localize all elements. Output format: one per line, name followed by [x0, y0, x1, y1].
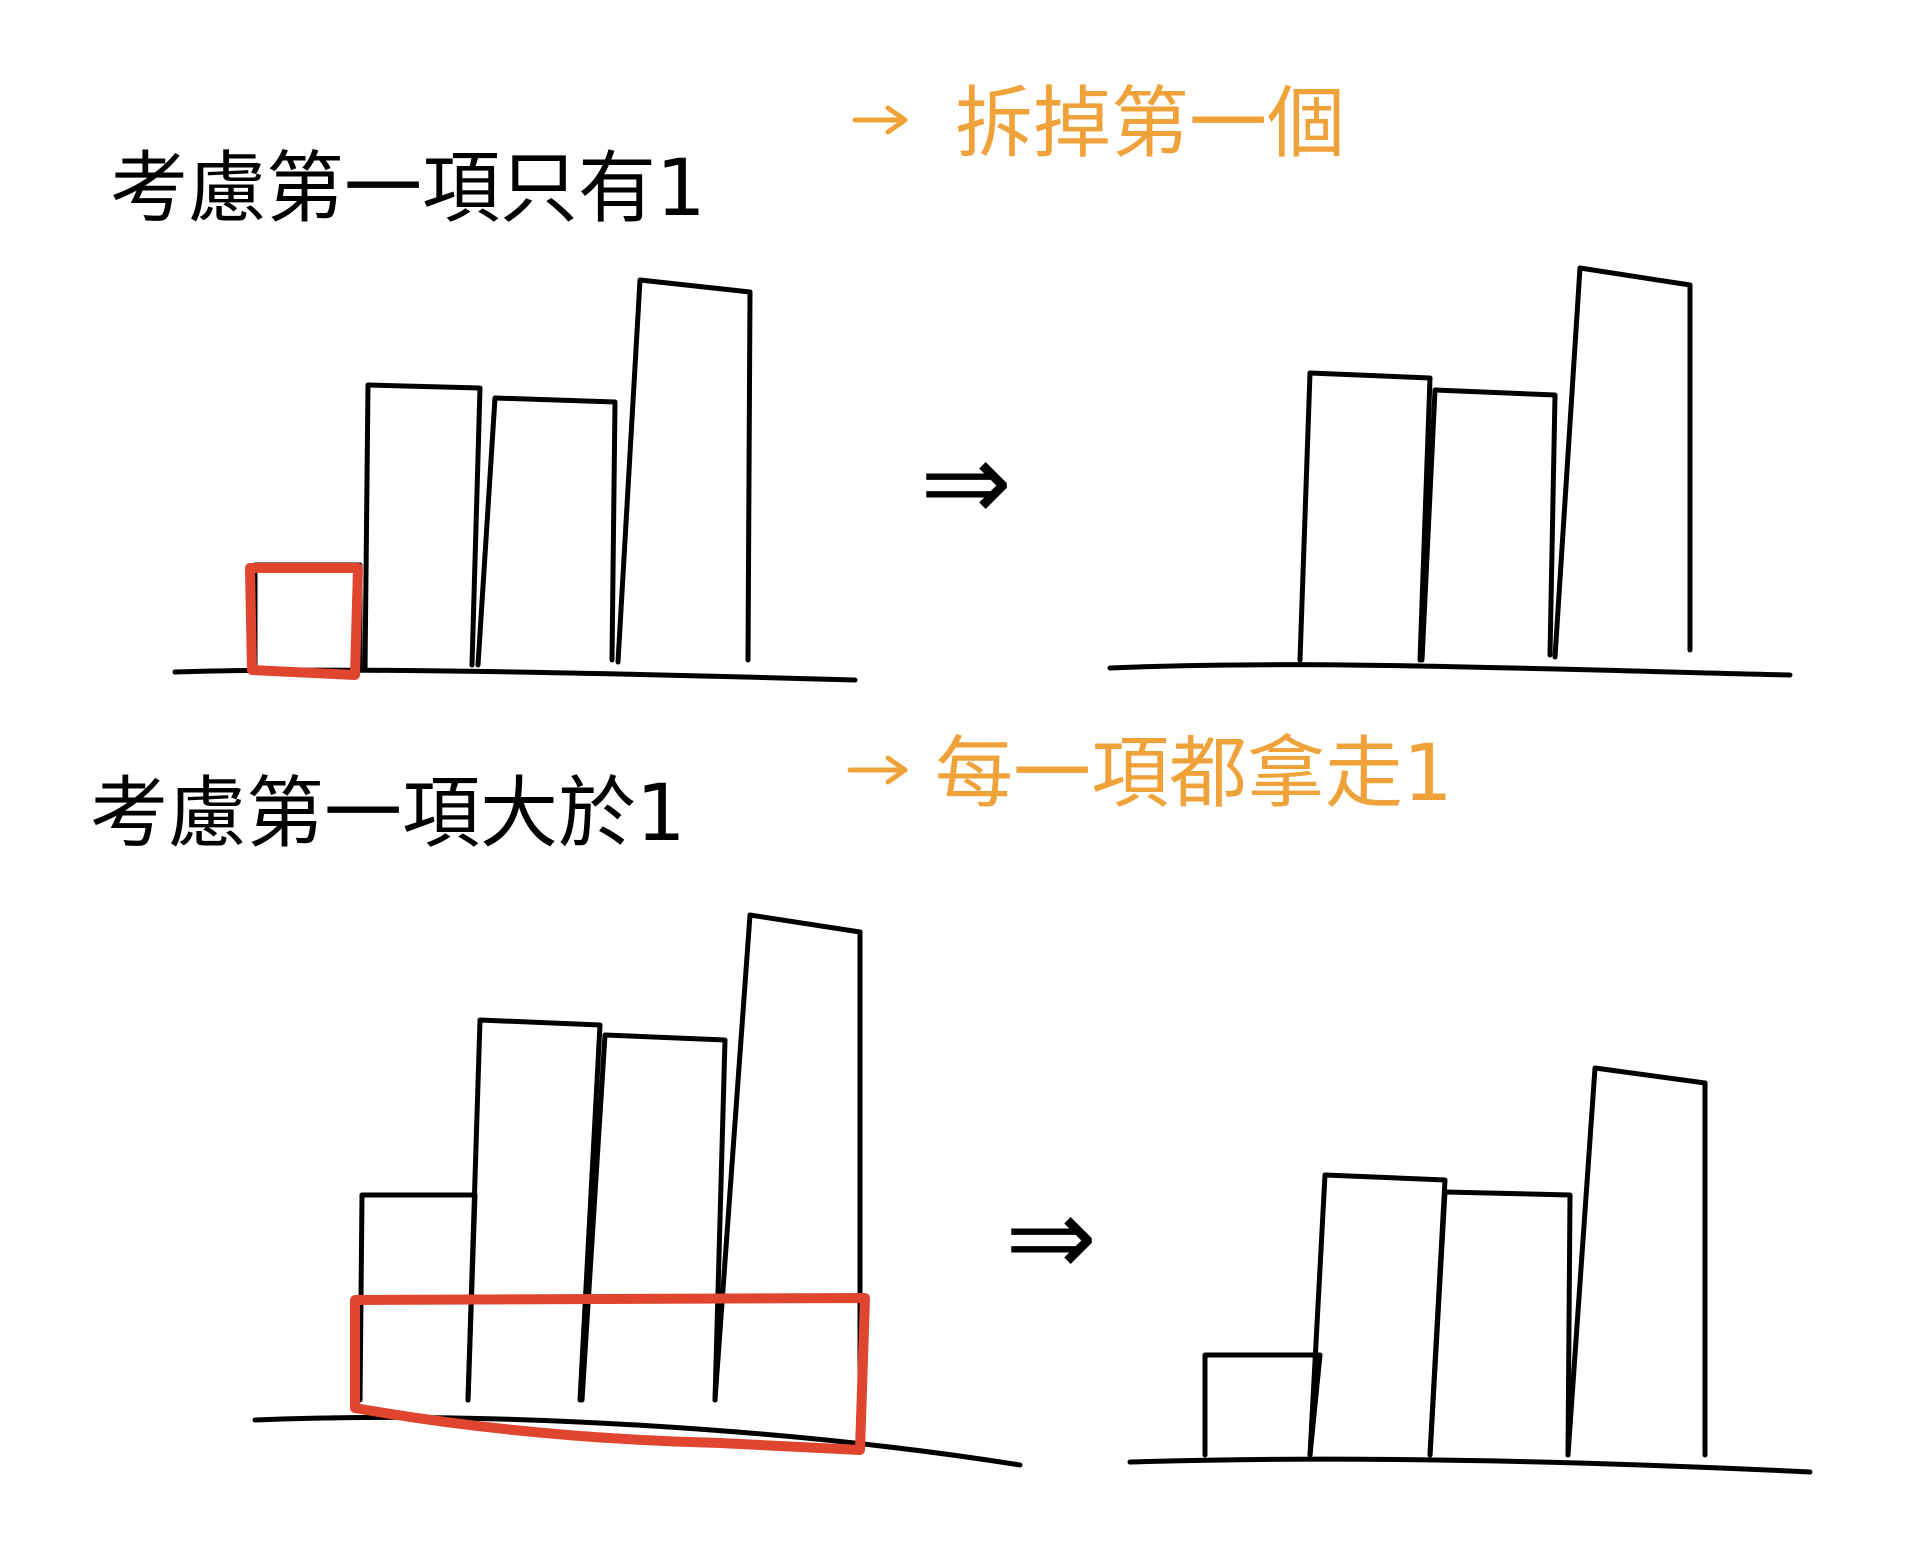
bar [252, 562, 363, 673]
section2-action-text: 每一項都拿走1 [935, 729, 1453, 819]
bar [1307, 1172, 1448, 1458]
bar [1427, 1189, 1573, 1458]
section1-condition-text: 考慮第一項只有1 [110, 144, 706, 234]
bar [475, 395, 618, 668]
bar [615, 277, 753, 665]
bar [1202, 1352, 1323, 1458]
bar [1419, 387, 1558, 663]
bar [1297, 370, 1433, 663]
section2-condition-text: 考慮第一項大於1 [90, 769, 686, 859]
implies-arrow-icon: ⇒ [1005, 1173, 1097, 1301]
ground-line [172, 667, 858, 683]
ground-line [1127, 1456, 1813, 1475]
bar [1552, 265, 1693, 660]
bar [362, 382, 483, 673]
bar [1565, 1065, 1708, 1458]
ground-line [252, 1414, 1023, 1468]
bar [579, 1032, 728, 1403]
ground-line [1107, 662, 1793, 678]
bar [712, 912, 863, 1403]
section1-after-chart [1107, 265, 1793, 678]
section2-before-chart [252, 912, 1023, 1468]
bar [465, 1017, 603, 1403]
orange-arrow-icon [847, 755, 908, 785]
highlight-box [350, 1293, 870, 1455]
section2-after-chart [1127, 1065, 1813, 1475]
highlight-box [245, 563, 363, 680]
section1-action-text: 拆掉第一個 [955, 79, 1345, 169]
orange-arrow-icon [852, 105, 908, 135]
section1-before-chart [172, 277, 858, 683]
implies-arrow-icon: ⇒ [920, 418, 1012, 546]
